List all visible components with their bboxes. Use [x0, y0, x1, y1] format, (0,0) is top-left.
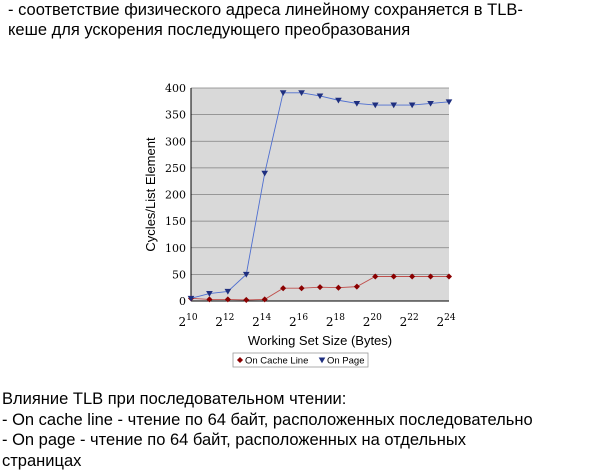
data-point: [298, 90, 305, 96]
data-point: [206, 296, 213, 303]
x-tick-label: 224: [436, 313, 455, 329]
y-tick-label: 100: [165, 242, 186, 255]
data-point: [316, 93, 324, 100]
data-point: [390, 102, 398, 109]
x-axis-ticks: 210 212 214 216 218 220 222 224: [178, 313, 455, 329]
x-axis-title: Working Set Size (Bytes): [248, 333, 392, 348]
data-point: [261, 296, 268, 303]
x-tick-label: 212: [215, 313, 234, 329]
legend-box: [232, 352, 369, 368]
intro-text: - соответствие физического адреса линейн…: [8, 1, 523, 39]
series-layer: [187, 90, 453, 303]
data-point: [242, 271, 250, 278]
data-point: [445, 99, 453, 106]
x-tick-label: 222: [400, 313, 419, 329]
data-point: [445, 273, 453, 280]
legend-marker-cache-line: [236, 356, 244, 364]
y-tick-label: 50: [172, 268, 186, 281]
data-point: [279, 90, 287, 96]
y-tick-label: 200: [165, 189, 186, 202]
data-point: [353, 283, 360, 290]
data-point: [316, 284, 324, 291]
data-point: [427, 273, 434, 280]
legend-label-cache-line: On Cache Line: [245, 356, 308, 367]
data-point: [390, 273, 397, 280]
y-tick-label: 0: [179, 295, 186, 308]
data-point: [409, 273, 416, 280]
y-tick-label: 250: [165, 162, 186, 175]
data-point: [261, 170, 269, 177]
data-point: [335, 97, 342, 104]
y-tick-label: 400: [165, 82, 186, 95]
legend-label-page: On Page: [327, 356, 365, 367]
legend-marker-page: [318, 357, 326, 364]
data-point: [353, 100, 361, 107]
data-point: [187, 295, 195, 302]
data-point: [224, 288, 232, 295]
x-tick-label: 216: [289, 313, 308, 329]
x-tick-label: 218: [326, 313, 345, 329]
gridlines: [190, 87, 449, 302]
data-point: [280, 285, 287, 292]
data-point: [372, 273, 379, 280]
y-axis-ticks: 0 50 100 150 200 250 300 350 400: [165, 82, 186, 308]
tlb-explanation: Влияние TLB при последовательном чтении:…: [2, 390, 533, 470]
data-point: [427, 100, 434, 107]
y-tick-label: 350: [165, 109, 186, 122]
x-tick-label: 220: [363, 313, 382, 329]
x-tick-label: 210: [178, 313, 197, 329]
data-point: [408, 102, 416, 109]
data-point: [243, 296, 250, 303]
data-point: [298, 285, 305, 292]
y-tick-label: 300: [165, 135, 186, 148]
x-tick-label: 214: [252, 313, 271, 329]
data-point: [206, 291, 213, 297]
data-point: [371, 102, 379, 109]
y-tick-label: 150: [165, 215, 186, 228]
legend: On Cache Line On Page: [232, 352, 369, 368]
y-axis-title: Cycles/List Element: [143, 137, 158, 252]
data-point: [224, 296, 231, 303]
data-point: [335, 284, 342, 291]
